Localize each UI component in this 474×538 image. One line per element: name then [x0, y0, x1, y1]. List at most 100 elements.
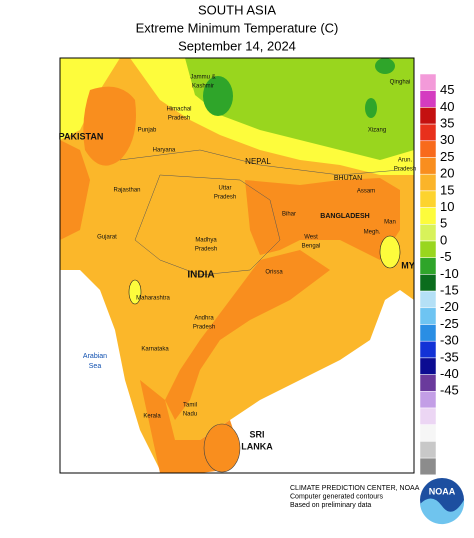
map-label: Pradesh: [195, 247, 217, 253]
legend-swatch: [419, 207, 437, 225]
region: [165, 250, 330, 420]
map-label: Sea: [89, 363, 102, 370]
title-line: September 14, 2024: [178, 38, 296, 53]
legend-tick-label: 5: [440, 216, 447, 231]
map-label: Nadu: [183, 412, 197, 418]
map-frame: [59, 57, 415, 474]
border: [134, 174, 281, 276]
legend-tick-label: -10: [440, 266, 459, 281]
legend-tick-label: 15: [440, 182, 454, 197]
legend-swatch: [419, 257, 437, 275]
map-label: Pradesh: [168, 116, 190, 122]
legend-tick-label: 10: [440, 199, 454, 214]
region: [60, 140, 90, 240]
legend-tick-label: -30: [440, 333, 459, 348]
legend-tick-label: -35: [440, 349, 459, 364]
legend-swatch: [419, 324, 437, 342]
map-label: Himachal: [166, 107, 191, 113]
map-label: Man: [384, 220, 396, 226]
map-label: Rajasthan: [113, 188, 140, 194]
map-label: BHUTAN: [334, 175, 362, 182]
map-label: Jammu &: [190, 75, 215, 81]
legend-tick-label: -20: [440, 299, 459, 314]
legend-tick-label: 35: [440, 116, 454, 131]
map-label: Qinghai: [390, 80, 411, 86]
legend-tick-label: 40: [440, 99, 454, 114]
legend-swatch: [419, 307, 437, 325]
map-label: PAKISTAN: [59, 131, 104, 141]
map-label: Gujarat: [97, 235, 117, 241]
map-label: INDIA: [187, 270, 214, 281]
legend-swatch: [419, 173, 437, 192]
credit-line: Computer generated contours: [290, 493, 383, 500]
map-label: Maharashtra: [136, 296, 170, 302]
region: [245, 178, 400, 260]
map-label: Assam: [357, 189, 375, 195]
legend-tick-label: -5: [440, 249, 452, 264]
border: [119, 149, 401, 176]
map-label: Pradesh: [214, 195, 236, 201]
map-label: Haryana: [153, 148, 176, 154]
map-label: LANKA: [241, 441, 273, 451]
legend-swatch: [419, 73, 437, 91]
map-label: Orissa: [265, 270, 283, 276]
legend-tick-label: 25: [440, 149, 454, 164]
logo-text: NOAA: [429, 486, 456, 496]
legend-swatch: [419, 441, 437, 459]
legend-swatch: [419, 357, 437, 375]
title-line: SOUTH ASIA: [198, 2, 276, 17]
credit-line: Based on preliminary data: [290, 502, 371, 509]
map-label: SRI: [249, 429, 264, 439]
map-label: Uttar: [218, 186, 231, 192]
legend-swatch: [419, 107, 437, 125]
title-line: Extreme Minimum Temperature (C): [136, 20, 339, 35]
region: [365, 98, 377, 118]
noaa-logo: NOAA: [420, 478, 465, 525]
legend-swatch: [419, 374, 437, 392]
legend-tick-label: -15: [440, 283, 459, 298]
legend-swatch: [419, 290, 437, 309]
legend-swatch: [419, 224, 437, 242]
legend-swatch: [419, 123, 437, 142]
map-label: Andhra: [194, 316, 214, 322]
map-label: Karnataka: [141, 347, 169, 353]
logo-wave: [420, 498, 465, 525]
map-label: Xizang: [368, 128, 386, 134]
map-label: Megh.: [364, 230, 381, 236]
legend-tick-label: 30: [440, 132, 454, 147]
region: [375, 58, 395, 74]
map-label: Arun.: [398, 158, 413, 164]
map-label: Pradesh: [193, 325, 215, 331]
legend-swatch: [419, 157, 437, 175]
legend-tick-label: 20: [440, 166, 454, 181]
map-label: Madhya: [195, 238, 217, 244]
legend-swatch: [419, 274, 437, 292]
legend-swatch: [419, 340, 437, 359]
region: [83, 86, 136, 166]
legend-tick-label: -25: [440, 316, 459, 331]
legend-swatch: [419, 457, 437, 476]
region: [379, 235, 401, 269]
map-label: Arabian: [83, 353, 107, 360]
region: [185, 58, 414, 160]
legend-swatch: [419, 190, 437, 208]
legend-tick-label: 45: [440, 82, 454, 97]
map-label: Bihar: [282, 212, 296, 218]
map-label: BANGLADESH: [320, 213, 369, 220]
region: [128, 279, 142, 305]
map-label: Pradesh: [394, 167, 416, 173]
legend-swatch: [419, 240, 437, 258]
legend-swatch: [419, 90, 437, 108]
legend-tick-label: 0: [440, 232, 447, 247]
map-label: Bengal: [302, 244, 321, 250]
legend-swatch: [419, 391, 437, 409]
map-area: [59, 57, 415, 474]
region: [203, 76, 233, 116]
map-label: NEPAL: [245, 157, 271, 166]
map-label: Kerala: [143, 414, 161, 420]
region: [60, 240, 110, 270]
legend-tick-label: -45: [440, 383, 459, 398]
map-label: Punjab: [138, 128, 157, 134]
credit-line: CLIMATE PREDICTION CENTER, NOAA: [290, 485, 420, 492]
